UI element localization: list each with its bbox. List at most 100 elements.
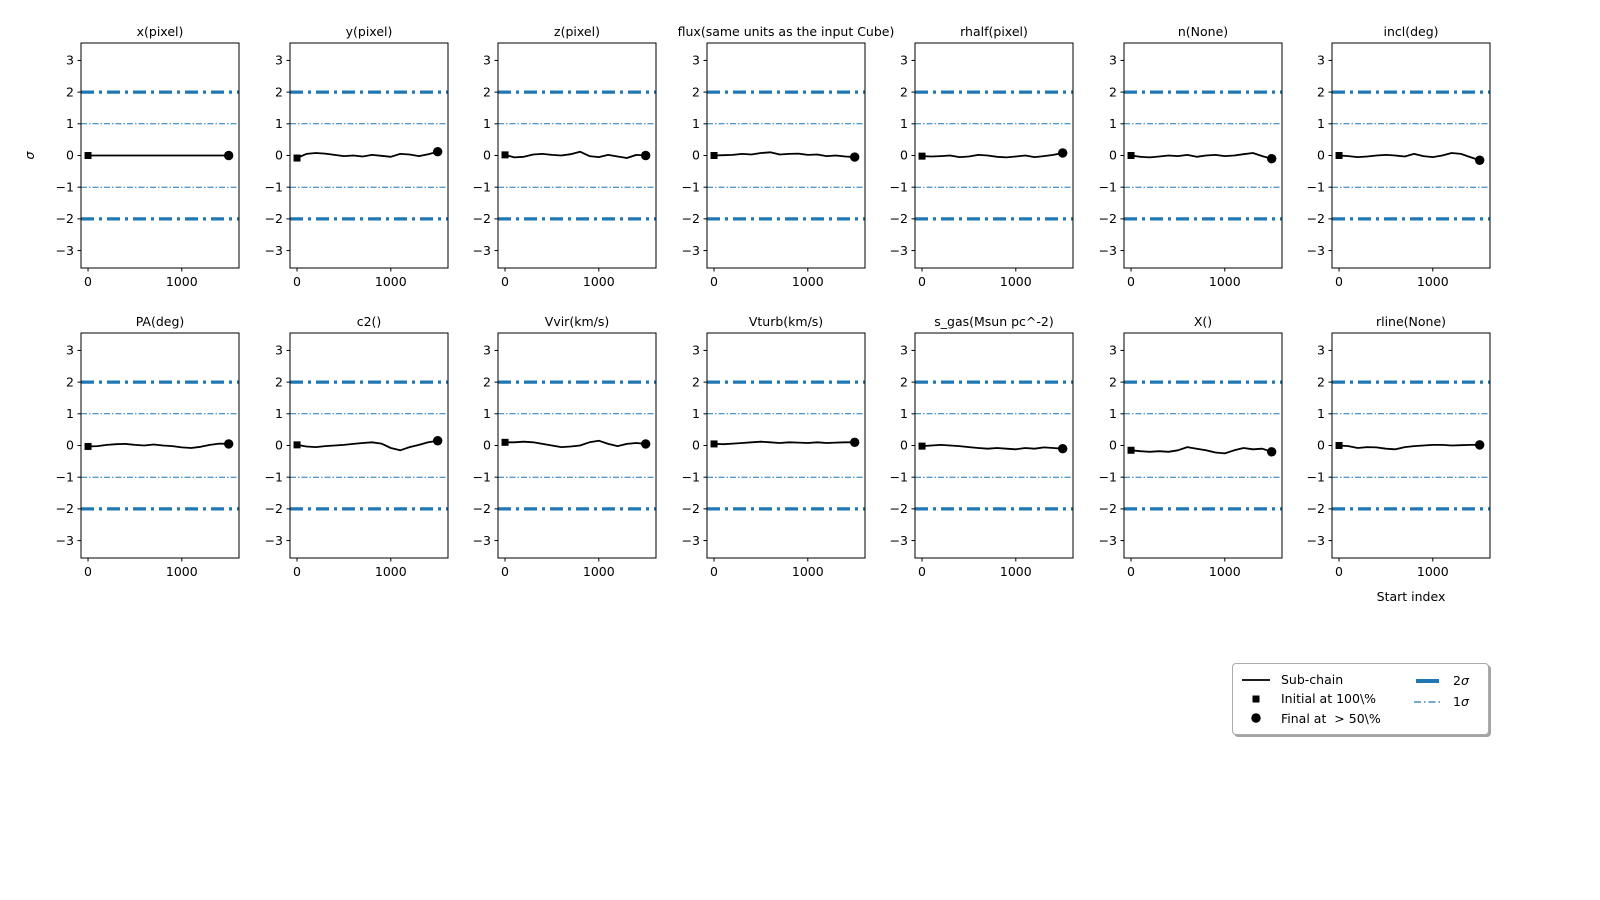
subchain-trace bbox=[713, 440, 856, 446]
initial-square-marker bbox=[710, 152, 718, 159]
y-tick-label: 3 bbox=[66, 343, 74, 358]
subplot-title: rline(None) bbox=[1376, 314, 1446, 329]
y-tick-label: 3 bbox=[1109, 53, 1117, 68]
subplot-title: incl(deg) bbox=[1383, 24, 1438, 39]
x-tick-label: 1000 bbox=[1209, 274, 1241, 289]
y-axis-label: σ bbox=[22, 150, 37, 159]
x-tick-label: 0 bbox=[1335, 564, 1343, 579]
legend: Sub-chain Initial at 100\% Final at > 50… bbox=[1232, 663, 1489, 735]
x-tick-label: 0 bbox=[501, 274, 509, 289]
initial-square-marker bbox=[293, 441, 301, 449]
subchain-trace bbox=[1130, 152, 1273, 160]
y-tick-label: −2 bbox=[473, 501, 491, 516]
final-circle-marker bbox=[1474, 155, 1485, 165]
y-tick-label: 1 bbox=[275, 406, 283, 421]
y-tick-label: −2 bbox=[890, 501, 908, 516]
y-tick-label: −2 bbox=[56, 501, 74, 516]
x-tick-label: 0 bbox=[293, 564, 301, 579]
y-tick-label: −2 bbox=[1099, 211, 1117, 226]
two-sigma-line-icon bbox=[1413, 675, 1443, 687]
y-tick-label: 0 bbox=[66, 438, 74, 453]
x-tick-label: 0 bbox=[710, 274, 718, 289]
y-tick-label: 1 bbox=[66, 406, 74, 421]
y-tick-label: −3 bbox=[1307, 243, 1325, 258]
y-tick-label: 1 bbox=[483, 406, 491, 421]
y-tick-label: 2 bbox=[66, 374, 74, 389]
final-circle-marker bbox=[1057, 443, 1068, 454]
initial-square-marker bbox=[1335, 442, 1343, 449]
y-tick-label: 1 bbox=[1317, 406, 1325, 421]
x-tick-label: 0 bbox=[501, 564, 509, 579]
y-tick-label: 3 bbox=[900, 53, 908, 68]
final-circle-marker bbox=[223, 439, 234, 449]
initial-square-marker bbox=[293, 154, 301, 162]
y-tick-label: 2 bbox=[275, 374, 283, 389]
y-tick-label: −3 bbox=[473, 533, 491, 548]
subplot-title: x(pixel) bbox=[137, 24, 184, 39]
y-tick-label: 2 bbox=[1109, 374, 1117, 389]
y-tick-label: 0 bbox=[692, 148, 700, 163]
x-tick-label: 1000 bbox=[375, 564, 407, 579]
y-tick-label: 1 bbox=[900, 116, 908, 131]
x-tick-label: 1000 bbox=[1000, 274, 1032, 289]
y-tick-label: 2 bbox=[483, 84, 491, 99]
y-tick-label: −3 bbox=[56, 533, 74, 548]
final-circle-marker bbox=[432, 436, 443, 446]
initial-square-marker bbox=[84, 152, 92, 159]
subchain-trace bbox=[1338, 443, 1481, 451]
axes-border bbox=[1123, 332, 1283, 559]
initial-square-marker bbox=[84, 442, 92, 450]
y-tick-label: 0 bbox=[66, 148, 74, 163]
final-circle-marker bbox=[640, 150, 651, 161]
y-tick-label: 2 bbox=[900, 374, 908, 389]
final-circle-marker bbox=[1474, 440, 1485, 450]
x-tick-label: 1000 bbox=[792, 564, 824, 579]
y-tick-label: −1 bbox=[1307, 179, 1325, 194]
y-tick-label: −2 bbox=[1307, 501, 1325, 516]
y-tick-label: 3 bbox=[66, 53, 74, 68]
final-circle-marker bbox=[1057, 148, 1068, 158]
subchain-trace bbox=[713, 151, 856, 159]
y-tick-label: −1 bbox=[890, 469, 908, 484]
subplot-pa-deg: 3 2 1 0 −1 −2 −3 0 1000 PA(deg) bbox=[56, 314, 240, 579]
x-tick-label: 1000 bbox=[1000, 564, 1032, 579]
initial-square-marker-icon bbox=[1241, 693, 1271, 705]
legend-label-1sigma: 1σ bbox=[1453, 694, 1469, 709]
x-tick-label: 1000 bbox=[1417, 564, 1449, 579]
x-tick-label: 0 bbox=[918, 564, 926, 579]
subplot-x-pixel: 3 2 1 0 −1 −2 −3 0 1000 x(pixel) σ bbox=[22, 24, 240, 289]
y-tick-label: 0 bbox=[1317, 148, 1325, 163]
x-axis-label: Start index bbox=[1377, 589, 1446, 604]
y-tick-label: −2 bbox=[682, 211, 700, 226]
y-tick-label: 0 bbox=[900, 438, 908, 453]
final-circle-marker bbox=[1266, 447, 1277, 457]
subplot-n-none: 3 2 1 0 −1 −2 −3 0 1000 n(None) bbox=[1099, 24, 1283, 289]
y-tick-label: 1 bbox=[275, 116, 283, 131]
y-tick-label: 0 bbox=[692, 438, 700, 453]
final-circle-marker bbox=[1266, 153, 1277, 164]
final-circle-marker bbox=[849, 437, 860, 448]
initial-square-marker bbox=[1127, 446, 1135, 454]
y-tick-label: −1 bbox=[265, 469, 283, 484]
subchain-trace bbox=[1130, 446, 1273, 455]
y-tick-label: 2 bbox=[66, 84, 74, 99]
y-tick-label: −1 bbox=[1307, 469, 1325, 484]
y-tick-label: 1 bbox=[1109, 406, 1117, 421]
y-tick-label: 3 bbox=[275, 53, 283, 68]
y-tick-label: −1 bbox=[890, 179, 908, 194]
subplot-vvir-km-s: 3 2 1 0 −1 −2 −3 0 1000 Vvir(km/s) bbox=[473, 314, 657, 579]
subplot-rline-none: 3 2 1 0 −1 −2 −3 0 1000 rline(None) Start index bbox=[1307, 314, 1491, 604]
subplot-title: PA(deg) bbox=[136, 314, 185, 329]
y-tick-label: 2 bbox=[1109, 84, 1117, 99]
x-tick-label: 1000 bbox=[166, 274, 198, 289]
x-tick-label: 1000 bbox=[583, 564, 615, 579]
y-tick-label: −1 bbox=[265, 179, 283, 194]
y-tick-label: −2 bbox=[265, 211, 283, 226]
subplot-title: n(None) bbox=[1178, 24, 1228, 39]
subchain-trace bbox=[921, 443, 1064, 451]
y-tick-label: 1 bbox=[692, 406, 700, 421]
legend-column-2: 2σ 1σ bbox=[1413, 670, 1480, 728]
legend-column-1: Sub-chain Initial at 100\% Final at > 50… bbox=[1241, 670, 1413, 728]
y-tick-label: −1 bbox=[682, 179, 700, 194]
